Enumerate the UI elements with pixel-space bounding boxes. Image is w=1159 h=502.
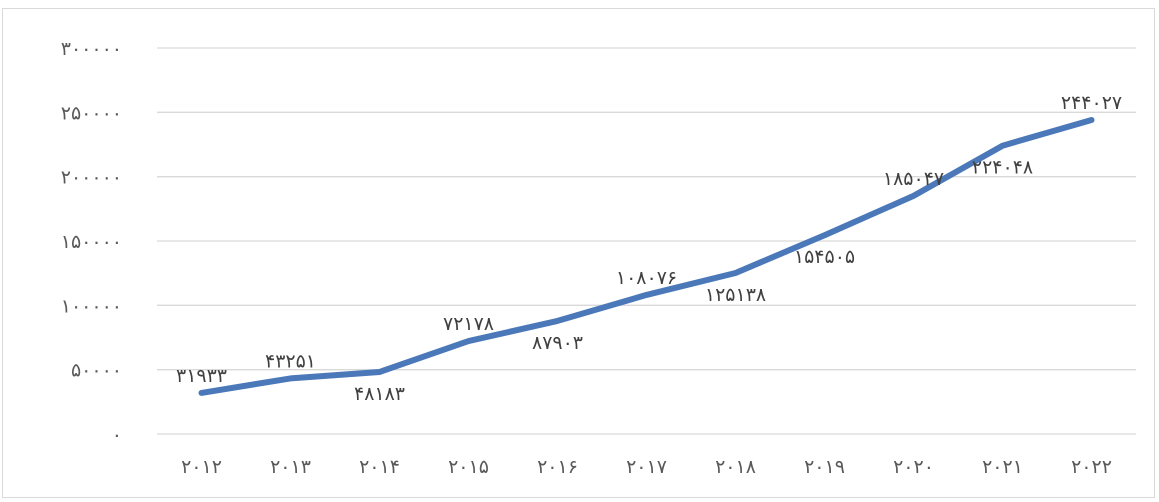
y-tick-label: ۲۰۰۰۰۰ xyxy=(61,167,122,189)
x-axis-ticks: ۲۰۱۲ ۲۰۱۳ ۲۰۱۴ ۲۰۱۵ ۲۰۱۶ ۲۰۱۷ ۲۰۱۸ ۲۰۱۹ ۲۰۲۰ ۲۰۲۱… xyxy=(181,456,1112,478)
x-tick-label: ۲۰۱۸ xyxy=(715,456,756,478)
x-tick-label: ۲۰۱۷ xyxy=(626,456,667,478)
data-label: ۴۸۱۸۳ xyxy=(354,383,405,405)
x-tick-label: ۲۰۱۴ xyxy=(359,456,400,478)
data-label: ۲۴۴۰۲۷ xyxy=(1061,92,1122,114)
data-label: ۳۱۹۳۳ xyxy=(176,365,227,387)
series-line-path xyxy=(198,117,1095,396)
chart-frame xyxy=(2,8,1155,498)
series-line xyxy=(198,117,1095,396)
y-tick-label: ۳۰۰۰۰۰ xyxy=(61,38,122,60)
gridlines xyxy=(157,47,1136,435)
data-label: ۱۵۴۵۰۵ xyxy=(794,246,855,268)
y-axis-ticks: ۰ ۵۰۰۰۰ ۱۰۰۰۰۰ ۱۵۰۰۰۰ ۲۰۰۰۰۰ ۲۵۰۰۰۰ ۳۰۰۰۰۰ xyxy=(61,38,122,446)
x-tick-label: ۲۰۲۲ xyxy=(1071,456,1112,478)
x-tick-label: ۲۰۱۳ xyxy=(270,456,311,478)
x-tick-label: ۲۰۱۲ xyxy=(181,456,222,478)
data-label: ۱۲۵۱۳۸ xyxy=(705,284,766,306)
data-label: ۷۲۱۷۸ xyxy=(443,313,494,335)
x-tick-label: ۲۰۱۶ xyxy=(537,456,578,478)
y-tick-label: ۱۵۰۰۰۰ xyxy=(61,231,122,253)
x-tick-label: ۲۰۲۰ xyxy=(893,456,934,478)
x-tick-label: ۲۰۲۱ xyxy=(982,456,1023,478)
y-tick-label: ۲۵۰۰۰۰ xyxy=(61,102,122,124)
data-label: ۱۰۸۰۷۶ xyxy=(616,267,677,289)
data-label: ۴۳۲۵۱ xyxy=(265,350,316,372)
data-labels: ۳۱۹۳۳ ۴۳۲۵۱ ۴۸۱۸۳ ۷۲۱۷۸ ۸۷۹۰۳ ۱۰۸۰۷۶ ۱۲۵۱۳۸ ۱۵۴… xyxy=(176,92,1122,405)
data-label: ۱۸۵۰۴۷ xyxy=(883,168,944,190)
data-label: ۲۲۴۰۴۸ xyxy=(972,157,1033,179)
data-label: ۸۷۹۰۳ xyxy=(532,332,583,354)
y-tick-label: ۰ xyxy=(112,424,122,446)
y-tick-label: ۵۰۰۰۰ xyxy=(71,360,122,382)
x-tick-label: ۲۰۱۹ xyxy=(804,456,845,478)
y-tick-label: ۱۰۰۰۰۰ xyxy=(61,295,122,317)
x-tick-label: ۲۰۱۵ xyxy=(448,456,489,478)
